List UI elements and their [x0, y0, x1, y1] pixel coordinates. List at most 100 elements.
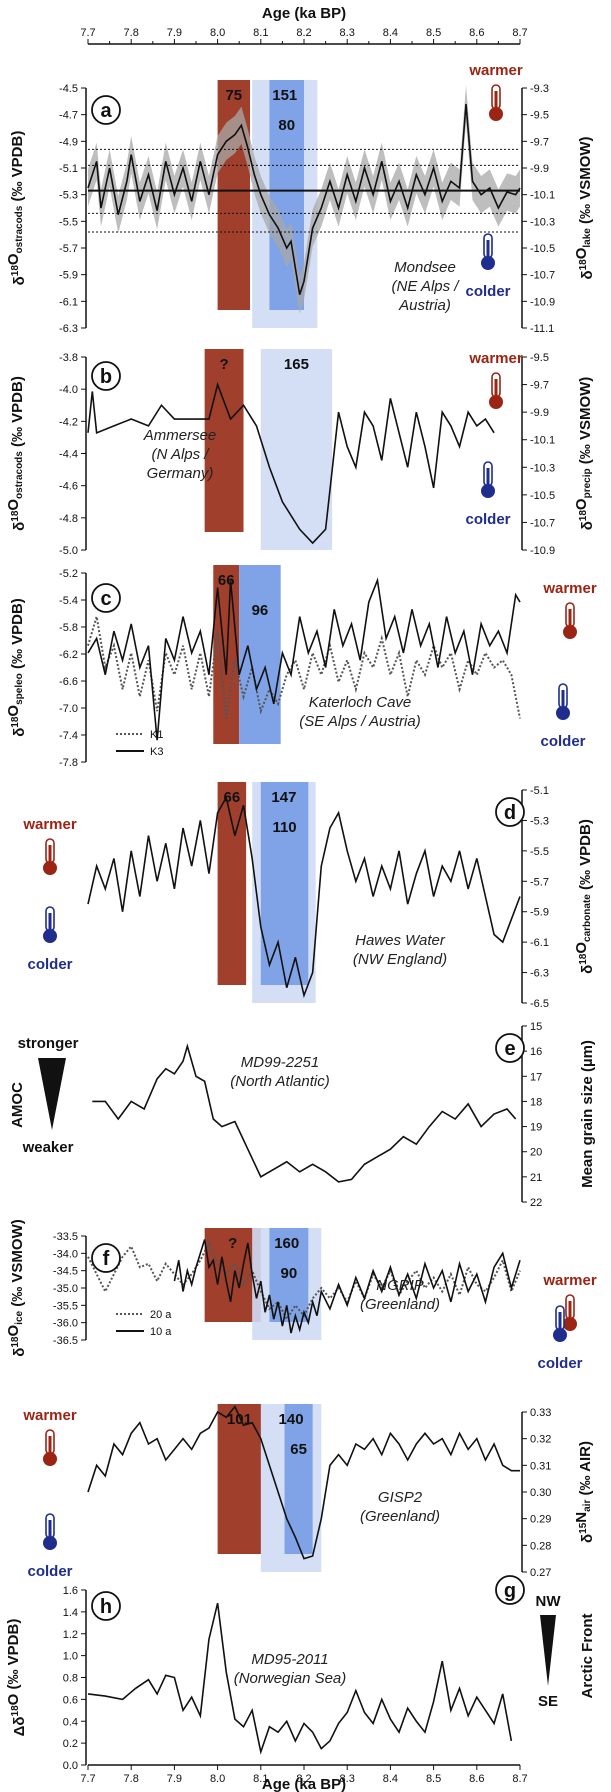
- label-part: (‰ VPDB): [9, 131, 26, 206]
- right-axis-tick-label: -10.3: [530, 216, 555, 228]
- front-label: Arctic Front: [579, 1613, 596, 1698]
- label-part: O: [5, 1325, 22, 1337]
- thermometer-warm-icon: [489, 372, 503, 409]
- panel-letter-c-circle: [91, 583, 121, 613]
- event-duration-label: 66: [218, 572, 235, 589]
- label-part: lake: [582, 228, 593, 248]
- thermometer-bulb: [489, 395, 503, 409]
- series-line-d: [87, 795, 521, 999]
- left-axis-tick-label: -34.5: [53, 1266, 78, 1278]
- label-part: δ: [579, 965, 596, 974]
- left-axis-tick-label: -4.5: [59, 83, 78, 95]
- right-axis-tick-label: -9.5: [530, 352, 549, 364]
- label-part: speleo: [14, 673, 25, 705]
- warmer-label: warmer: [542, 1272, 597, 1289]
- left-axis-tick-label: -36.5: [53, 1335, 78, 1347]
- site-label: (NW England): [353, 951, 447, 968]
- right-axis-tick-label: -6.3: [530, 968, 549, 980]
- site-label: MD95-2011: [251, 1651, 328, 1668]
- right-axis-tick-label: 18: [530, 1096, 542, 1108]
- left-axis-tick-label: 0.0: [63, 1760, 78, 1772]
- thermometer-fill: [486, 240, 490, 262]
- left-axis-tick-label: -36.0: [53, 1318, 78, 1330]
- right-axis-tick-label: -5.9: [530, 907, 549, 919]
- label-part: 18: [10, 510, 21, 522]
- label-part: carbonate: [582, 894, 593, 942]
- left-axis-tick-label: -7.8: [59, 757, 78, 769]
- panel-letter-d-circle: [495, 797, 525, 827]
- thermometer-bulb: [553, 1328, 567, 1342]
- colder-label: colder: [27, 1563, 72, 1580]
- right-axis-tick-label: -10.7: [530, 270, 555, 282]
- amoc-weaker-label: weaker: [22, 1139, 74, 1156]
- thermometer-cold-icon: [481, 461, 495, 498]
- thermometer-fill: [48, 1520, 52, 1542]
- thermometer-warm-icon: [43, 838, 57, 875]
- site-label: NGRIP: [376, 1277, 424, 1294]
- front-nw-label: NW: [536, 1593, 562, 1610]
- legend-label: K1: [150, 729, 163, 741]
- warmer-label: warmer: [22, 816, 77, 833]
- event-duration-label: 165: [284, 356, 309, 373]
- thermometer-bulb: [481, 484, 495, 498]
- event-bar-f: [269, 1228, 309, 1322]
- thermometer-fill: [568, 1301, 572, 1323]
- event-bar-f: [204, 1228, 261, 1322]
- bottom-axis-tick-label: 7.9: [167, 1773, 182, 1785]
- colder-label: colder: [465, 283, 510, 300]
- left-axis-tick-label: -6.2: [59, 649, 78, 661]
- warmer-label: warmer: [542, 580, 597, 597]
- thermometer-cold-icon: [43, 906, 57, 943]
- left-axis-title-b: δ18Oostracods (‰ VPDB): [5, 376, 28, 531]
- right-axis-tick-label: -10.9: [530, 296, 555, 308]
- thermometer-warm-icon: [563, 602, 577, 639]
- series-line-f-20a: [87, 1240, 521, 1322]
- thermometer-fill: [568, 609, 572, 631]
- label-part: (‰ VPDB): [9, 376, 26, 451]
- left-axis-tick-label: 1.6: [63, 1585, 78, 1597]
- colder-label: colder: [465, 511, 510, 528]
- label-part: 18: [10, 716, 21, 728]
- bottom-axis-tick-label: 8.7: [512, 1773, 527, 1785]
- event-bar-b: [260, 349, 333, 550]
- bottom-axis-tick-label: 7.8: [124, 1773, 139, 1785]
- right-axis-tick-label: -5.3: [530, 815, 549, 827]
- top-axis-tick-label: 8.0: [210, 27, 225, 39]
- label-part: ostracods: [14, 205, 25, 253]
- site-label: Katerloch Cave: [309, 694, 412, 711]
- site-label: (North Atlantic): [230, 1073, 329, 1090]
- thermometer-cold-icon: [481, 233, 495, 270]
- site-label: GISP2: [378, 1489, 423, 1506]
- event-duration-label: 160: [274, 1235, 299, 1252]
- panel-letter-a: a: [100, 100, 112, 122]
- colder-label: colder: [537, 1355, 582, 1372]
- right-axis-tick-label: -10.7: [530, 517, 555, 529]
- bottom-axis-tick-label: 8.4: [383, 1773, 398, 1785]
- left-axis-tick-label: 0.8: [63, 1673, 78, 1685]
- event-bar-g: [217, 1404, 262, 1554]
- legend-label: 20 a: [150, 1309, 172, 1321]
- right-axis-title-b: δ18Oprecip (‰ VSMOW): [573, 377, 596, 531]
- left-axis-tick-label: 0.6: [63, 1694, 78, 1706]
- thermometer-cold-icon: [43, 1513, 57, 1550]
- event-bar-g: [284, 1404, 313, 1554]
- left-axis-tick-label: 0.4: [63, 1716, 78, 1728]
- thermometer-fill: [561, 690, 565, 712]
- thermometer-fill: [558, 1312, 562, 1334]
- bottom-axis-tick-label: 8.3: [340, 1773, 355, 1785]
- event-bar-d: [260, 782, 309, 985]
- right-axis-tick-label: -10.5: [530, 490, 555, 502]
- label-part: δ: [11, 522, 28, 531]
- series-line-f-10a: [173, 1239, 521, 1334]
- series-line-c-K1: [87, 616, 521, 719]
- thermometer-fill: [494, 379, 498, 401]
- site-label: (Greenland): [360, 1508, 440, 1525]
- label-part: δ: [11, 276, 28, 285]
- event-duration-label: 75: [225, 87, 242, 104]
- legend-label: 10 a: [150, 1326, 172, 1338]
- right-axis-tick-label: 0.33: [530, 1407, 551, 1419]
- left-axis-tick-label: -3.8: [59, 352, 78, 364]
- panel-letter-g: g: [504, 1580, 516, 1602]
- left-axis-tick-label: -4.4: [59, 449, 78, 461]
- left-axis-tick-label: -7.4: [59, 730, 78, 742]
